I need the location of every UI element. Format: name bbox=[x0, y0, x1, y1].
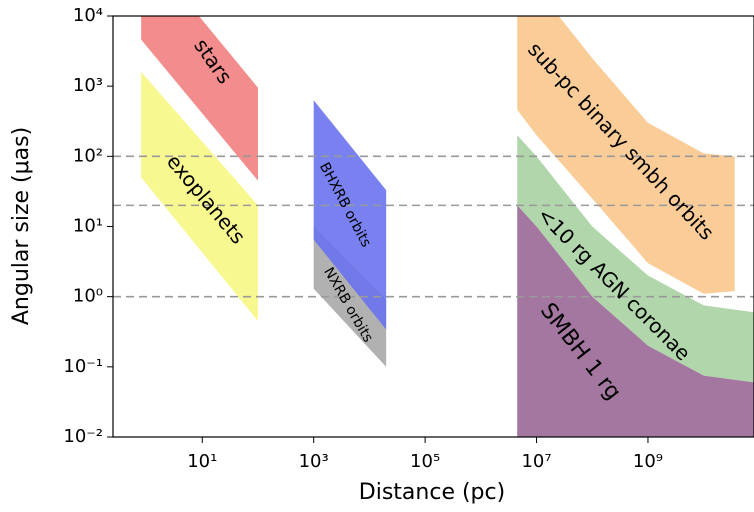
y-tick-label: 10⁴ bbox=[73, 5, 103, 26]
band-region bbox=[517, 205, 754, 437]
band-region bbox=[313, 100, 387, 330]
x-tick-label: 10³ bbox=[299, 451, 329, 472]
band-region bbox=[517, 16, 735, 294]
y-tick-label: 10⁰ bbox=[73, 286, 103, 307]
y-tick-label: 10⁻² bbox=[63, 426, 103, 447]
x-tick-label: 10⁹ bbox=[633, 451, 663, 472]
x-tick-label: 10¹ bbox=[187, 451, 217, 472]
y-tick-label: 10⁻¹ bbox=[63, 356, 103, 377]
x-axis-label: Distance (pc) bbox=[359, 480, 505, 505]
band-region bbox=[517, 135, 754, 383]
y-axis-label: Angular size (μas) bbox=[9, 127, 34, 325]
y-tick-label: 10³ bbox=[73, 75, 103, 96]
plot-area bbox=[113, 16, 754, 437]
band-region bbox=[141, 16, 258, 181]
band-region bbox=[141, 71, 258, 321]
y-tick-label: 10² bbox=[73, 145, 103, 166]
x-tick-label: 10⁷ bbox=[521, 451, 551, 472]
x-tick-label: 10⁵ bbox=[410, 451, 440, 472]
axes: 10¹ 10³ 10⁵ 10⁷ 10⁹ 10⁻² 10⁻¹ 10⁰ 10¹ 10² 10³ 10⁴ bbox=[63, 5, 754, 472]
y-tick-label: 10¹ bbox=[73, 216, 103, 237]
